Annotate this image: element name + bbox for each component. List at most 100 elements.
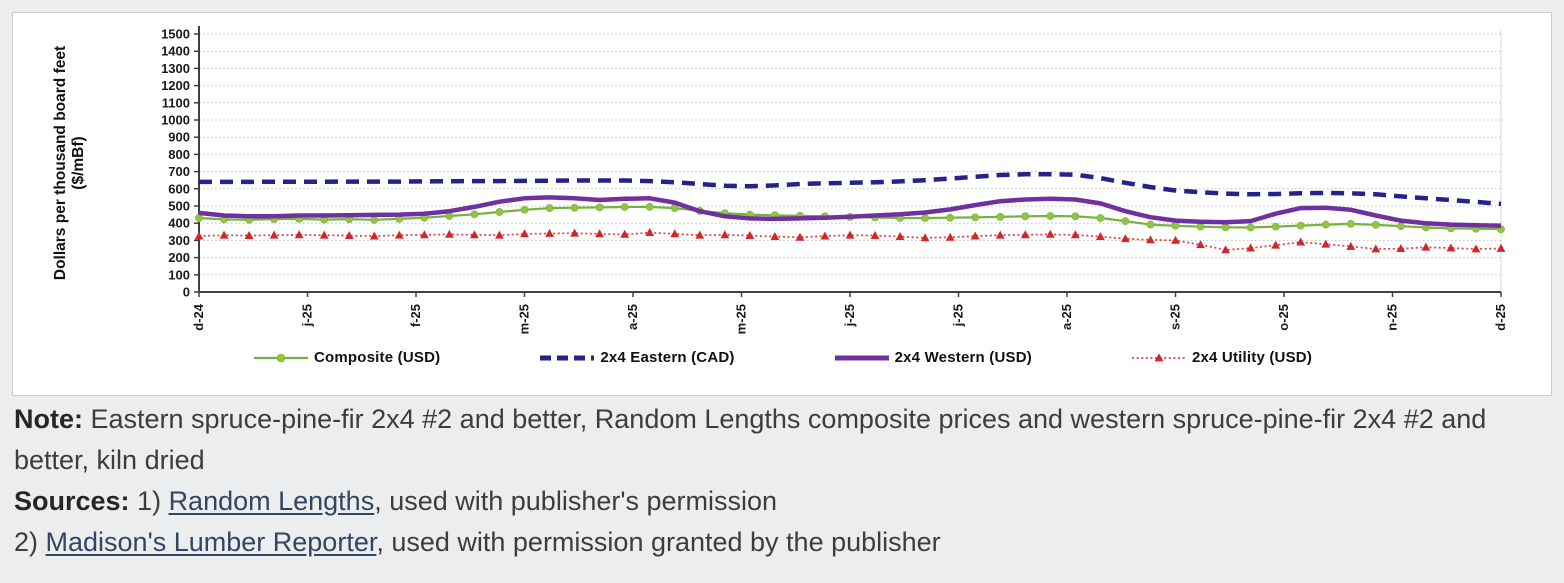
composite-marker [1296,221,1305,230]
utility-marker [369,231,379,240]
y-tick-label: 700 [168,164,190,179]
composite-marker [1321,220,1330,229]
eastern-line-swatch-icon [540,355,595,360]
utility-marker [645,228,655,237]
composite-marker [1046,212,1055,220]
y-tick-label: 900 [168,130,190,145]
composite-marker [1171,221,1180,230]
y-tick-label: 1500 [161,27,190,42]
utility-marker [444,229,454,238]
utility-line-swatch-icon [1131,352,1186,361]
utility-marker [1020,230,1030,239]
western-line-swatch-icon [834,355,889,360]
utility-marker [1146,235,1155,244]
composite-marker [971,213,980,222]
note-label: Note: [14,404,83,434]
composite-marker [1346,219,1355,228]
utility-marker [595,229,605,238]
series-line [198,195,1502,229]
composite-marker [620,203,629,211]
utility-marker [1296,237,1306,246]
utility-marker [820,231,830,240]
utility-marker [294,230,304,239]
y-tick-label: 300 [168,233,190,248]
price-chart: 0 100 200 300 400 500 600 700 800 900 1000 1100 1200… [52,26,1508,334]
composite-marker [921,214,930,222]
x-tick-label: j-25 [300,304,315,327]
x-tick-label: s-25 [1168,304,1183,330]
utility-marker [870,230,880,239]
chart-legend: Composite (USD) 2x4 Eastern (CAD) 2x4 We… [13,349,1551,366]
x-tick-label: o-25 [1276,304,1291,331]
composite-marker [520,205,529,214]
y-tick-label: 1300 [161,61,190,76]
y-axis-title-line2: ($/mBf) [70,136,87,189]
utility-marker [1421,242,1431,251]
utility-marker [545,228,554,237]
composite-marker [595,203,604,212]
y-tick-label: 500 [168,199,190,214]
utility-marker [1196,240,1205,249]
notes-section: Note: Eastern spruce-pine-fir 2x4 #2 and… [14,399,1550,563]
utility-marker [945,232,955,241]
legend-item-utility: 2x4 Utility (USD) [1130,349,1312,366]
composite-marker [1021,212,1030,221]
legend-label-western: 2x4 Western (USD) [894,349,1032,366]
composite-marker [495,208,504,216]
utility-marker [745,230,755,239]
x-tick-label: j-25 [842,304,857,327]
legend-label-utility: 2x4 Utility (USD) [1191,349,1313,366]
composite-marker [370,215,379,224]
y-tick-label: 200 [168,250,190,265]
y-tick-label: 400 [168,216,190,231]
utility-marker [1371,244,1381,253]
utility-marker [845,230,855,239]
composite-marker [1246,223,1255,232]
x-tick-label: m-25 [734,304,749,334]
utility-marker [920,233,930,242]
utility-marker [1446,243,1456,252]
composite-marker [1146,220,1155,229]
utility-marker [1496,243,1506,252]
y-axis-title-line1: Dollars per thousand board feet [52,46,69,280]
utility-marker [970,231,980,240]
y-tick-label: 0 [183,285,190,300]
utility-marker [1095,232,1105,241]
composite-marker [996,212,1005,221]
source-2-paragraph: 2) Madison's Lumber Reporter, used with … [14,522,1550,563]
utility-marker [1221,245,1230,254]
source-2-post: , used with permission granted by the pu… [376,527,941,558]
x-tick-label: d-24 [191,303,206,331]
utility-marker [244,230,254,239]
composite-marker [470,210,479,219]
utility-marker [1121,234,1130,243]
note-paragraph: Note: Eastern spruce-pine-fir 2x4 #2 and… [14,399,1550,481]
composite-marker [570,203,579,212]
legend-item-composite: Composite (USD) [252,349,440,366]
madisons-lumber-reporter-link[interactable]: Madison's Lumber Reporter [45,527,377,558]
x-tick-label: n-25 [1385,304,1400,331]
utility-marker [1471,244,1481,253]
source-2-pre: 2) [14,527,46,558]
legend-item-western: 2x4 Western (USD) [833,349,1032,366]
x-tick-label: a-25 [625,304,640,330]
composite-line-swatch-icon [253,353,308,362]
legend-item-eastern: 2x4 Eastern (CAD) [538,349,734,366]
y-tick-label: 800 [168,147,190,162]
y-tick-label: 1200 [161,78,190,93]
x-tick-label: a-25 [1059,304,1074,330]
composite-marker [1071,212,1080,221]
y-tick-label: 1000 [161,113,190,128]
x-tick-label: d-25 [1493,304,1508,331]
composite-marker [645,202,654,211]
utility-marker [695,230,705,239]
utility-marker [394,230,404,239]
utility-marker [895,232,905,241]
random-lengths-link[interactable]: Random Lengths [168,486,375,517]
source-1-paragraph: Sources: 1) Random Lengths, used with pu… [14,481,1550,522]
lumber-price-chart-panel: 0 100 200 300 400 500 600 700 800 900 1000 1100 1200… [12,12,1552,396]
composite-marker [1196,222,1205,231]
utility-marker [470,230,479,239]
utility-marker [1070,230,1080,239]
source-1-pre: 1) [129,486,169,517]
